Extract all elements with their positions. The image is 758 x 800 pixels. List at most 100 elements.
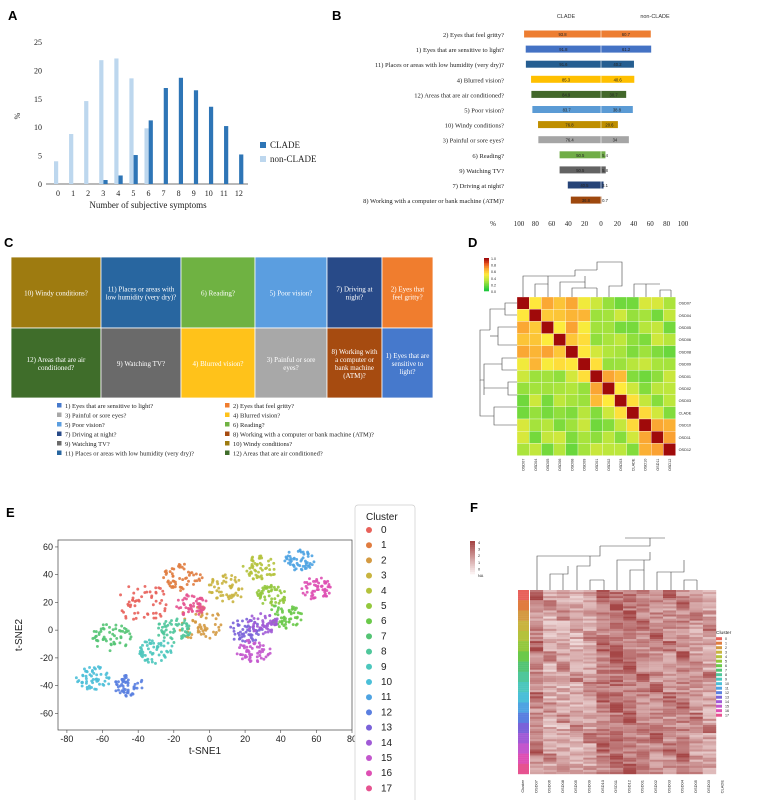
f-heatmap-cell — [596, 682, 610, 685]
f-heatmap-cell — [676, 647, 690, 650]
d-colorbar-segment — [484, 267, 489, 270]
c-tile-label: 4) Blurred vision? — [193, 360, 244, 368]
f-heatmap-cell — [623, 710, 637, 713]
f-heatmap-cell — [702, 610, 717, 613]
f-heatmap-cell — [543, 592, 557, 595]
d-colorbar-tick: 0.0 — [491, 290, 496, 294]
d-heatmap-cell — [626, 382, 640, 395]
f-heatmap-cell — [689, 747, 703, 750]
f-heatmap-cell — [676, 594, 690, 597]
f-heatmap-cell — [623, 616, 637, 619]
f-heatmap-cell — [609, 675, 624, 679]
b-x-tick-label: 80 — [532, 220, 540, 228]
e-scatter-point — [133, 682, 137, 686]
e-scatter-point — [181, 598, 185, 602]
f-legend-swatch — [716, 695, 722, 699]
e-scatter-point — [298, 564, 302, 568]
f-heatmap-cell — [569, 692, 584, 695]
e-scatter-point — [251, 555, 255, 559]
f-heatmap-cell — [676, 604, 690, 607]
f-heatmap-cell — [530, 712, 544, 715]
f-heatmap-cell — [569, 594, 584, 597]
e-scatter-point — [275, 588, 279, 592]
f-heatmap-cell — [689, 665, 703, 668]
panel-letter-c: C — [4, 235, 14, 250]
d-heatmap-cell — [590, 443, 603, 456]
f-heatmap-cell — [689, 606, 703, 609]
f-heatmap-cell — [676, 747, 690, 750]
f-cluster-strip-cell — [518, 667, 529, 670]
f-cluster-strip-cell — [518, 608, 529, 611]
f-heatmap-cell — [543, 684, 557, 687]
f-heatmap-cell — [556, 749, 570, 752]
f-heatmap-cell — [636, 729, 650, 732]
f-heatmap-cell — [676, 649, 690, 652]
f-cluster-strip-cell — [518, 641, 529, 644]
e-scatter-point — [256, 617, 260, 621]
f-heatmap-cell — [676, 614, 690, 617]
f-heatmap-cell — [636, 722, 650, 726]
f-heatmap-cell — [543, 767, 557, 771]
f-heatmap-cell — [596, 729, 610, 732]
f-heatmap-cell — [676, 718, 690, 722]
e-scatter-point — [232, 629, 236, 633]
f-heatmap-cell — [623, 630, 637, 634]
f-cluster-strip-cell — [518, 682, 529, 685]
e-scatter-point — [126, 602, 130, 606]
f-heatmap-cell — [676, 590, 690, 593]
f-heatmap-cell — [556, 706, 570, 709]
f-heatmap-cell — [583, 739, 597, 742]
e-scatter-point — [204, 616, 208, 620]
e-scatter-point — [285, 557, 289, 561]
d-heatmap-cell — [602, 382, 615, 395]
f-heatmap-cell — [530, 643, 544, 646]
f-legend-label: 11 — [725, 687, 729, 691]
f-heatmap-cell — [543, 720, 557, 724]
d-heatmap-cell — [565, 443, 579, 456]
f-heatmap-cell — [689, 651, 703, 654]
f-heatmap-cell — [663, 769, 677, 773]
f-heatmap-cell — [583, 653, 597, 656]
f-heatmap-cell — [543, 661, 557, 664]
e-scatter-point — [190, 633, 194, 637]
d-col-label: OSD01 — [595, 459, 599, 471]
f-heatmap-cell — [569, 673, 584, 677]
e-scatter-point — [143, 653, 147, 657]
f-heatmap-cell — [569, 671, 584, 675]
e-scatter-point — [273, 612, 277, 616]
f-heatmap-cell — [636, 712, 650, 715]
f-heatmap-cell — [676, 690, 690, 693]
e-scatter-point — [92, 666, 96, 670]
e-scatter-point — [221, 574, 225, 578]
f-heatmap-cell — [583, 632, 597, 636]
f-heatmap-cell — [676, 637, 690, 640]
f-cluster-strip-cell — [518, 690, 529, 693]
b-bar-clade — [559, 151, 601, 159]
e-scatter-point — [208, 636, 212, 640]
c-treemap-tile — [326, 256, 383, 329]
e-scatter-point — [304, 566, 308, 570]
e-scatter-point — [253, 641, 257, 645]
e-scatter-point — [255, 655, 259, 659]
f-heatmap-cell — [596, 684, 610, 687]
f-heatmap-cell — [596, 602, 610, 605]
b-x-tick-label: 20 — [614, 220, 622, 228]
c-legend-swatch — [225, 403, 230, 408]
f-cluster-strip-cell — [518, 720, 529, 724]
e-scatter-point — [248, 656, 252, 660]
f-heatmap-cell — [596, 755, 610, 758]
f-heatmap-cell — [636, 743, 650, 746]
f-colorbar-segment — [470, 565, 475, 569]
f-heatmap-cell — [649, 645, 663, 648]
f-heatmap-cell — [623, 651, 637, 654]
d-heatmap-cell — [602, 394, 615, 407]
f-heatmap-cell — [530, 747, 544, 750]
d-row-label: CLADE — [679, 411, 692, 415]
f-heatmap-cell — [663, 677, 677, 681]
f-heatmap-cell — [649, 769, 663, 773]
e-scatter-point — [237, 578, 241, 582]
f-heatmap-cell — [623, 698, 637, 701]
f-heatmap-cell — [663, 612, 677, 615]
f-heatmap-cell — [649, 673, 663, 677]
d-top-dendrogram-branch — [534, 276, 549, 297]
